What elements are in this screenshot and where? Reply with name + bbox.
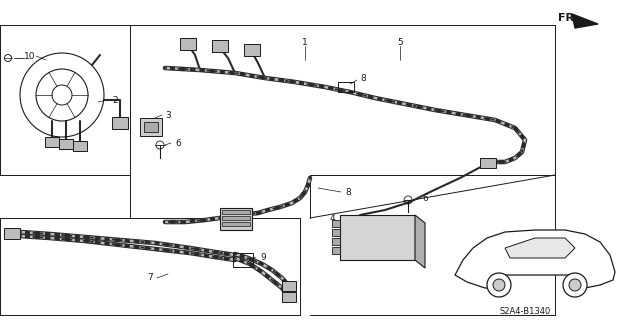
Polygon shape	[340, 215, 415, 260]
Bar	[233, 253, 253, 267]
Text: 8: 8	[360, 74, 366, 83]
Bar	[140, 118, 162, 136]
Circle shape	[569, 279, 581, 291]
Bar	[73, 141, 87, 151]
Text: S2A4-B1340: S2A4-B1340	[500, 308, 551, 316]
Text: 3: 3	[165, 110, 171, 119]
Text: 2: 2	[112, 95, 118, 105]
Text: 9: 9	[260, 253, 266, 262]
Bar	[212, 40, 228, 52]
Text: 6: 6	[175, 139, 181, 148]
Text: 10: 10	[24, 52, 36, 60]
Bar	[180, 38, 196, 50]
Bar	[112, 117, 128, 129]
Bar	[4, 228, 20, 239]
Polygon shape	[415, 215, 425, 268]
Bar	[222, 222, 250, 226]
Circle shape	[487, 273, 511, 297]
Text: 4: 4	[329, 213, 335, 222]
Polygon shape	[572, 14, 598, 28]
Text: 5: 5	[397, 37, 403, 46]
Circle shape	[563, 273, 587, 297]
Bar	[332, 229, 340, 236]
Bar	[332, 220, 340, 227]
Text: 6: 6	[422, 194, 428, 203]
Circle shape	[493, 279, 505, 291]
Bar	[222, 210, 250, 214]
Bar	[222, 216, 250, 220]
Bar	[220, 208, 252, 230]
Bar	[282, 292, 296, 302]
Bar	[332, 238, 340, 245]
Bar	[45, 137, 59, 147]
Polygon shape	[505, 238, 575, 258]
Bar	[480, 158, 496, 168]
Bar	[244, 44, 260, 56]
Polygon shape	[455, 230, 615, 288]
Bar	[338, 82, 354, 92]
Bar	[144, 122, 158, 132]
Text: 8: 8	[345, 188, 351, 196]
Text: 1: 1	[302, 37, 308, 46]
Bar	[59, 139, 73, 149]
Text: 7: 7	[147, 274, 153, 283]
Bar	[282, 281, 296, 291]
Bar	[332, 247, 340, 254]
Text: FR.: FR.	[558, 13, 578, 23]
